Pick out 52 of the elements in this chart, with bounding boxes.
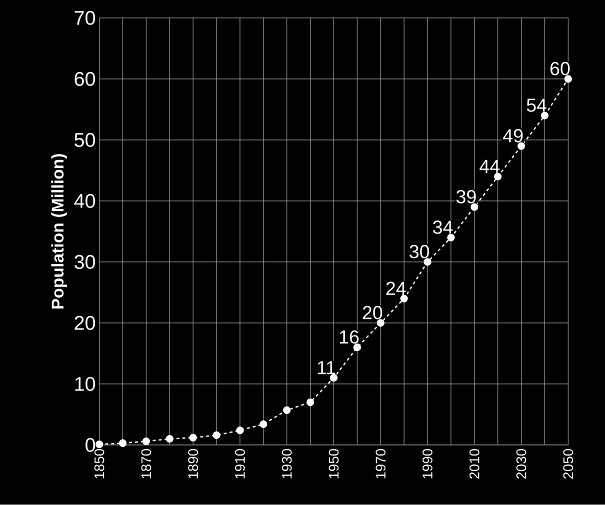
point bbox=[306, 398, 314, 406]
point bbox=[470, 203, 478, 212]
data-label: 16 bbox=[340, 330, 359, 344]
point bbox=[236, 426, 244, 434]
point bbox=[189, 434, 197, 442]
x-tick-label: 1870 bbox=[141, 449, 152, 478]
point bbox=[400, 294, 408, 303]
point bbox=[95, 440, 104, 448]
point bbox=[212, 432, 220, 440]
x-tick-label: 1890 bbox=[188, 449, 198, 478]
x-tick-label: 1930 bbox=[282, 449, 292, 478]
point bbox=[142, 438, 150, 446]
y-axis-title: Population (Million) bbox=[51, 154, 67, 309]
data-label: 60 bbox=[550, 62, 570, 76]
point bbox=[330, 374, 338, 382]
x-tick-label: 2030 bbox=[516, 449, 526, 479]
point bbox=[494, 172, 502, 181]
point bbox=[353, 344, 362, 352]
x-tick-label: 2010 bbox=[469, 449, 480, 479]
x-tick-label: 1990 bbox=[422, 449, 432, 478]
data-label: 44 bbox=[480, 160, 500, 174]
data-label: 49 bbox=[503, 129, 523, 143]
point bbox=[260, 420, 268, 428]
y-tick-label: 20 bbox=[74, 316, 96, 330]
y-tick-label: 60 bbox=[74, 72, 96, 86]
point bbox=[166, 435, 174, 443]
y-tick-label: 30 bbox=[74, 255, 96, 270]
point bbox=[517, 142, 526, 150]
point bbox=[376, 319, 384, 327]
x-tick-label: 1850 bbox=[94, 449, 104, 478]
point bbox=[447, 234, 455, 242]
y-tick-label: 40 bbox=[74, 194, 96, 208]
y-tick-label: 10 bbox=[75, 377, 96, 392]
data-label: 30 bbox=[410, 245, 430, 258]
point bbox=[118, 439, 127, 448]
x-tick-label: 2050 bbox=[563, 449, 574, 479]
y-tick-label: 70 bbox=[74, 11, 96, 26]
y-tick-label: 50 bbox=[74, 133, 96, 148]
y-tick-label: 0 bbox=[86, 438, 96, 452]
x-tick-label: 1950 bbox=[328, 449, 339, 478]
point bbox=[540, 112, 549, 120]
data-label: 39 bbox=[456, 190, 476, 204]
data-label: 20 bbox=[362, 306, 382, 320]
point bbox=[424, 258, 432, 266]
data-label: 34 bbox=[433, 220, 453, 234]
point bbox=[283, 406, 291, 414]
data-label: 11 bbox=[318, 361, 336, 374]
x-tick-label: 1970 bbox=[376, 449, 386, 478]
x-tick-label: 1910 bbox=[235, 449, 245, 478]
point bbox=[564, 75, 572, 83]
data-label: 54 bbox=[526, 98, 546, 112]
data-label: 24 bbox=[386, 282, 406, 296]
